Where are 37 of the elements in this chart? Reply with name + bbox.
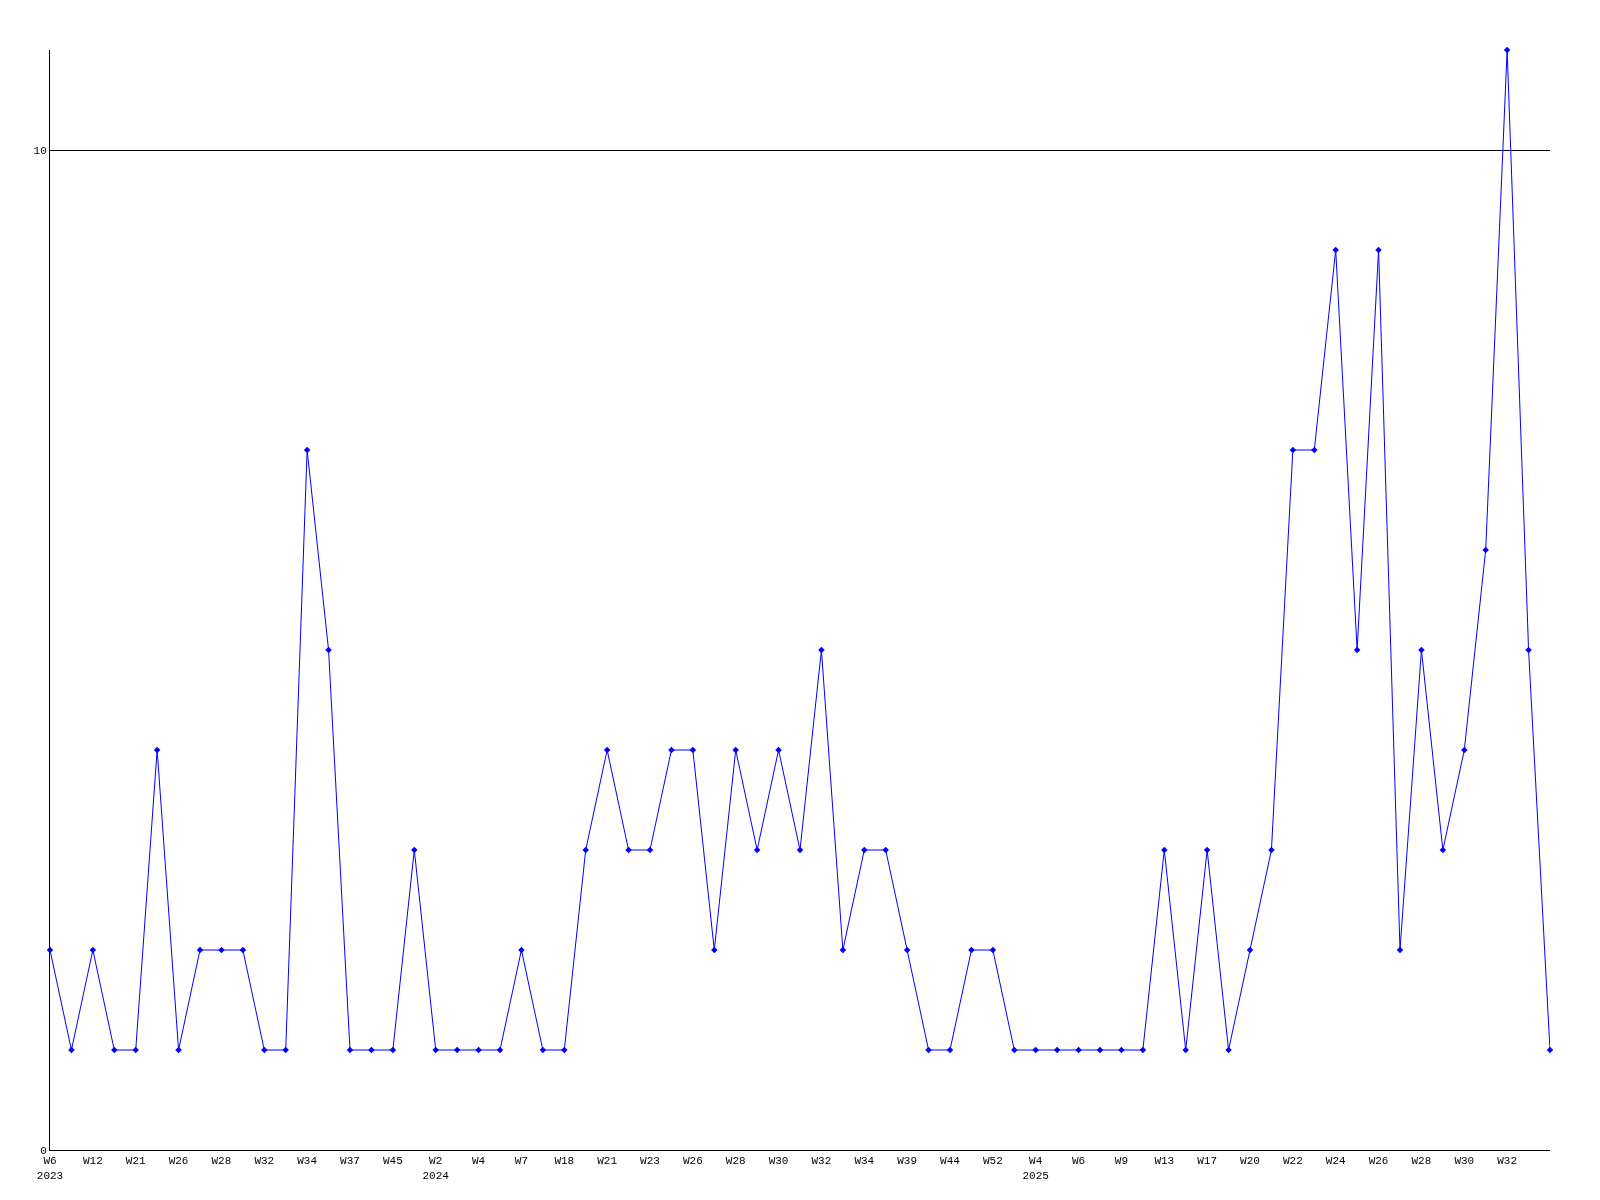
x-tick-label: W28	[1411, 1155, 1432, 1168]
x-tick-label: W17	[1197, 1155, 1218, 1168]
x-tick-label: W21	[125, 1155, 147, 1168]
x-tick-label: W45	[382, 1155, 403, 1168]
x-tick-label: W20	[1240, 1155, 1260, 1168]
x-tick-label: W32	[1497, 1155, 1518, 1168]
x-tick-label: W30	[768, 1155, 789, 1168]
x-tick-label: W39	[897, 1155, 918, 1168]
x-tick-label: W44	[940, 1155, 961, 1168]
x-tick-label: W32	[811, 1155, 832, 1168]
y-tick-label: 10	[33, 144, 47, 157]
x-tick-label: W30	[1454, 1155, 1475, 1168]
x-tick-label: W52	[982, 1155, 1003, 1168]
x-tick-label: W26	[168, 1155, 189, 1168]
x-tick-label: W13	[1154, 1155, 1175, 1168]
x-tick-label: W2 2024	[422, 1155, 450, 1182]
x-tick-label: W28	[725, 1155, 746, 1168]
x-tick-label: W12	[82, 1155, 103, 1168]
x-tick-label: W23	[640, 1155, 660, 1168]
x-tick-label: W6	[1071, 1155, 1086, 1168]
x-tick-label: W26	[1368, 1155, 1389, 1168]
x-tick-label: W24	[1325, 1155, 1347, 1168]
x-tick-label: W34	[854, 1155, 875, 1168]
x-tick-label: W34	[297, 1155, 318, 1168]
x-tick-label: W6 2023	[36, 1155, 64, 1182]
x-tick-label: W7	[514, 1155, 529, 1168]
x-tick-label: W18	[554, 1155, 575, 1168]
x-tick-label: W28	[211, 1155, 232, 1168]
x-tick-label: W9	[1114, 1155, 1129, 1168]
x-tick-label: W26	[682, 1155, 703, 1168]
y-tick-label: 0	[40, 1144, 47, 1157]
x-tick-label: W21	[597, 1155, 618, 1168]
x-tick-label: W32	[254, 1155, 275, 1168]
x-tick-label: W4 2025	[1022, 1155, 1049, 1182]
x-tick-label: W22	[1282, 1155, 1303, 1168]
x-tick-label: W4	[471, 1155, 486, 1168]
x-tick-label: W37	[340, 1155, 360, 1168]
